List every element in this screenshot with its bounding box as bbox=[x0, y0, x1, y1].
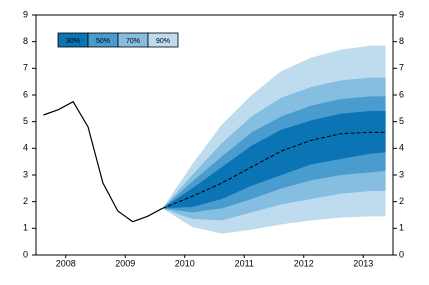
y-tick-label: 8 bbox=[23, 36, 28, 46]
legend-label: 50% bbox=[96, 38, 110, 45]
legend-label: 30% bbox=[66, 38, 80, 45]
median-line bbox=[162, 131, 386, 209]
x-tick-label: 2008 bbox=[56, 258, 76, 268]
y2-tick-label: 0 bbox=[399, 249, 404, 259]
x-tick-label: 2013 bbox=[353, 258, 373, 268]
legend-swatch bbox=[147, 32, 179, 48]
y-tick-label: 2 bbox=[23, 196, 28, 206]
legend-label: 90% bbox=[156, 38, 170, 45]
fan-band bbox=[162, 111, 386, 209]
y2-tick-label: 7 bbox=[399, 63, 404, 73]
y2-tick-label: 5 bbox=[399, 116, 404, 126]
y2-tick-label: 2 bbox=[399, 196, 404, 206]
y2-tick-label: 3 bbox=[399, 169, 404, 179]
y-tick-label: 9 bbox=[23, 9, 28, 19]
y2-tick-label: 1 bbox=[399, 223, 404, 233]
plot-frame bbox=[35, 14, 394, 256]
x-tick-label: 2009 bbox=[115, 258, 135, 268]
y-tick-label: 3 bbox=[23, 169, 28, 179]
y2-tick-label: 4 bbox=[399, 143, 404, 153]
legend-label: 70% bbox=[126, 38, 140, 45]
y2-tick-label: 6 bbox=[399, 89, 404, 99]
x-tick-label: 2010 bbox=[175, 258, 195, 268]
history-line bbox=[43, 100, 163, 223]
x-tick-label: 2011 bbox=[235, 258, 254, 268]
y-tick-label: 0 bbox=[23, 249, 28, 259]
y-tick-label: 4 bbox=[23, 143, 28, 153]
y-tick-label: 7 bbox=[23, 63, 28, 73]
y-tick-label: 5 bbox=[23, 116, 28, 126]
y2-tick-label: 9 bbox=[399, 9, 404, 19]
x-tick-label: 2012 bbox=[294, 258, 314, 268]
y2-tick-label: 8 bbox=[399, 36, 404, 46]
y-tick-label: 1 bbox=[23, 223, 28, 233]
y-tick-label: 6 bbox=[23, 89, 28, 99]
